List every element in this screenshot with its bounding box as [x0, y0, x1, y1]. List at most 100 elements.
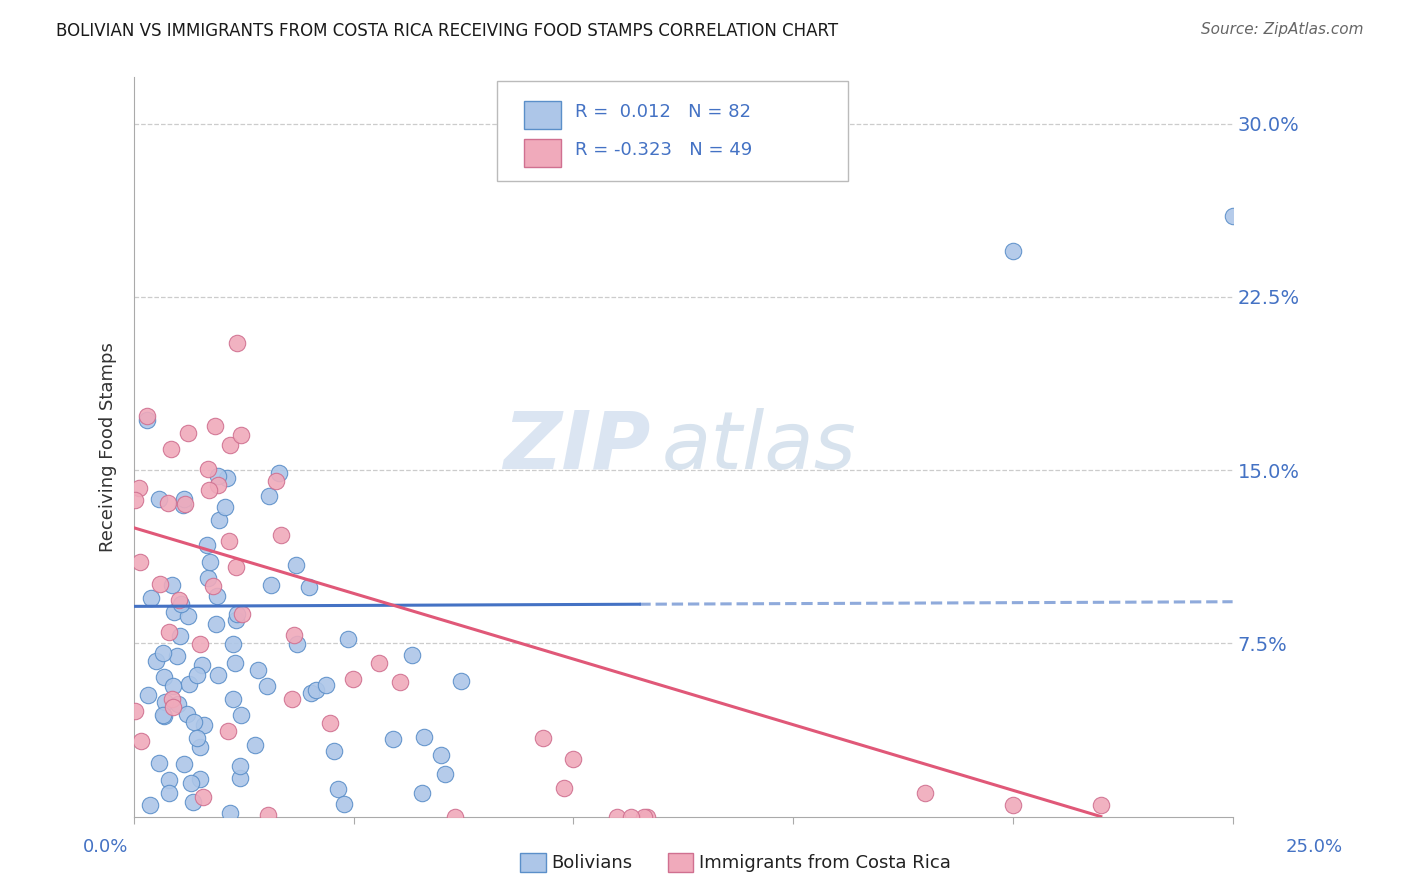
Point — [156, 496, 179, 510]
Point — [193, 718, 215, 732]
Point — [152, 646, 174, 660]
Text: R = -0.323   N = 49: R = -0.323 N = 49 — [575, 141, 752, 159]
Point — [186, 731, 208, 745]
Point — [637, 809, 659, 823]
Point — [430, 748, 453, 763]
Point — [283, 628, 305, 642]
Point — [188, 637, 211, 651]
Point — [136, 413, 159, 427]
Point — [231, 607, 253, 621]
Point — [183, 715, 205, 730]
Point — [204, 419, 226, 434]
Point — [298, 580, 321, 594]
Point — [195, 538, 218, 552]
Point — [177, 677, 200, 691]
Point — [257, 489, 280, 503]
Point — [208, 513, 231, 527]
Point — [149, 577, 172, 591]
Point — [226, 607, 249, 622]
Point — [176, 707, 198, 722]
Point — [388, 675, 411, 690]
Point — [191, 658, 214, 673]
Point — [315, 678, 337, 692]
Point — [172, 499, 194, 513]
Point — [152, 709, 174, 723]
Text: BOLIVIAN VS IMMIGRANTS FROM COSTA RICA RECEIVING FOOD STAMPS CORRELATION CHART: BOLIVIAN VS IMMIGRANTS FROM COSTA RICA R… — [56, 22, 838, 40]
Point — [1001, 797, 1024, 812]
Point — [225, 559, 247, 574]
Point — [246, 663, 269, 677]
Point — [259, 577, 281, 591]
Point — [531, 731, 554, 746]
Point — [285, 558, 308, 572]
Point — [186, 668, 208, 682]
Point — [202, 579, 225, 593]
Point — [228, 771, 250, 785]
Point — [197, 572, 219, 586]
FancyBboxPatch shape — [496, 81, 848, 181]
Point — [299, 686, 322, 700]
Point — [229, 427, 252, 442]
Point — [207, 668, 229, 682]
Point — [281, 692, 304, 706]
Point — [264, 474, 287, 488]
Point — [225, 613, 247, 627]
Point — [155, 696, 177, 710]
Point — [162, 679, 184, 693]
Point — [157, 773, 180, 788]
Point — [257, 808, 280, 822]
Point — [153, 670, 176, 684]
Point — [163, 605, 186, 619]
Point — [326, 782, 349, 797]
Point — [219, 805, 242, 820]
Text: ZIP: ZIP — [503, 408, 651, 486]
Point — [162, 578, 184, 592]
Point — [129, 734, 152, 748]
Point — [166, 649, 188, 664]
Point — [218, 534, 240, 549]
Point — [562, 752, 585, 766]
Point — [914, 787, 936, 801]
Point — [214, 500, 236, 514]
Point — [191, 789, 214, 804]
Point — [231, 708, 253, 723]
Point — [285, 637, 308, 651]
Point — [204, 616, 226, 631]
FancyBboxPatch shape — [524, 101, 561, 129]
Point — [322, 744, 344, 758]
Point — [218, 438, 240, 452]
FancyBboxPatch shape — [524, 138, 561, 167]
Point — [633, 809, 655, 823]
Point — [606, 809, 628, 823]
Text: 0.0%: 0.0% — [83, 838, 128, 856]
Point — [413, 730, 436, 744]
Point — [337, 632, 360, 646]
Point — [228, 758, 250, 772]
Text: 25.0%: 25.0% — [1286, 838, 1343, 856]
Point — [157, 624, 180, 639]
Point — [177, 426, 200, 441]
Point — [256, 679, 278, 693]
Point — [217, 723, 239, 738]
Point — [177, 609, 200, 624]
Point — [160, 442, 183, 456]
Point — [124, 493, 146, 508]
Point — [173, 756, 195, 771]
Point — [160, 691, 183, 706]
Point — [157, 786, 180, 800]
Point — [162, 700, 184, 714]
Point — [245, 738, 267, 752]
Point — [148, 492, 170, 507]
Text: atlas: atlas — [661, 408, 856, 486]
Point — [180, 776, 202, 790]
Text: Source: ZipAtlas.com: Source: ZipAtlas.com — [1201, 22, 1364, 37]
Point — [620, 809, 643, 823]
Point — [342, 672, 364, 686]
Point — [135, 409, 157, 423]
Point — [124, 704, 146, 718]
Point — [450, 674, 472, 689]
Point — [188, 740, 211, 755]
Point — [222, 692, 245, 706]
Point — [139, 797, 162, 812]
Point — [167, 697, 190, 711]
